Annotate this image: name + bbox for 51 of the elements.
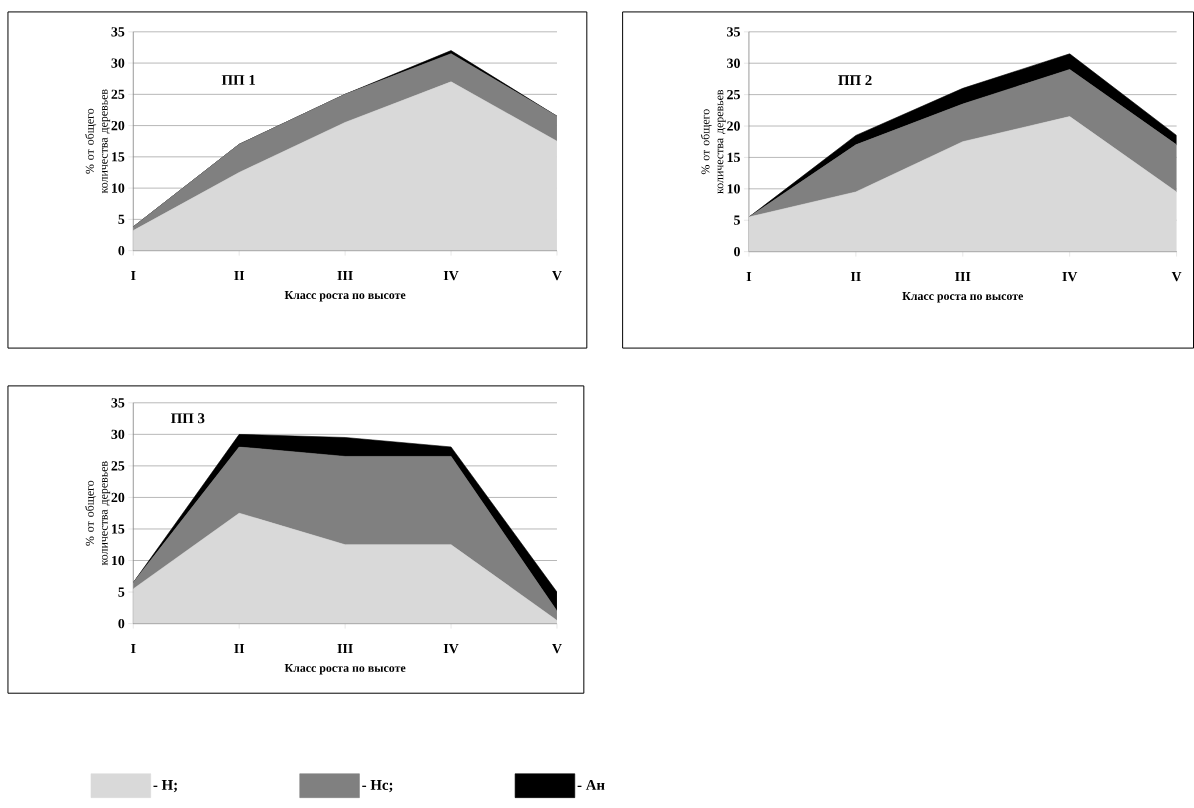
y-tick-label: 15 [112, 524, 125, 534]
annotation: ПП 2 [838, 75, 872, 86]
y-tick-label: 20 [727, 121, 740, 131]
y-tick-label: 25 [111, 89, 125, 100]
x-tick-label: V [1171, 272, 1182, 282]
y-axis-title: % от общего количества деревьев [85, 461, 111, 566]
annotation: ПП 1 [221, 75, 256, 86]
y-tick-label: 30 [111, 429, 125, 440]
x-tick-label: II [234, 271, 245, 281]
x-axis-title: Класс роста по высоте [902, 292, 1024, 303]
y-tick-label: 20 [111, 492, 125, 503]
x-tick-label: II [850, 272, 861, 282]
x-tick-label: V [552, 644, 562, 654]
x-tick-label: IV [443, 644, 459, 654]
x-tick-label: III [337, 271, 353, 281]
y-axis-title: % от общего количества деревьев [700, 90, 726, 194]
x-tick-label: IV [1062, 272, 1078, 282]
y-tick-label: 5 [118, 587, 125, 597]
legend-label: - Н; [153, 780, 177, 793]
y-tick-label: 35 [727, 27, 740, 37]
y-tick-label: 10 [112, 183, 125, 193]
y-tick-label: 35 [111, 27, 125, 37]
y-tick-label: 30 [727, 58, 740, 69]
y-tick-label: 0 [734, 247, 740, 257]
y-axis-title: % от общего количества деревьев [85, 89, 111, 194]
y-tick-label: 10 [727, 184, 740, 194]
y-tick-label: 25 [727, 90, 740, 100]
y-tick-label: 15 [112, 152, 125, 162]
y-tick-label: 25 [111, 461, 125, 471]
y-tick-label: 30 [111, 58, 125, 68]
legend-label: - Ан [577, 780, 605, 791]
x-tick-label: II [234, 644, 245, 654]
y-tick-label: 35 [111, 398, 125, 408]
x-axis-title: Класс роста по высоте [284, 291, 406, 302]
x-axis-title: Класс роста по высоте [284, 664, 406, 675]
y-tick-label: 5 [118, 214, 125, 225]
y-tick-label: 20 [111, 121, 125, 131]
y-tick-label: 0 [118, 619, 125, 629]
legend-label: - Нс; [362, 780, 393, 793]
x-tick-label: I [746, 272, 752, 282]
x-tick-label: III [955, 272, 971, 282]
x-tick-label: III [337, 644, 353, 654]
y-tick-label: 5 [734, 215, 740, 226]
y-tick-label: 10 [112, 556, 125, 566]
x-tick-label: I [131, 271, 136, 281]
x-tick-label: IV [443, 271, 459, 281]
y-tick-label: 0 [118, 246, 125, 256]
y-tick-label: 15 [727, 152, 740, 163]
x-tick-label: I [131, 644, 136, 654]
x-tick-label: V [552, 271, 562, 281]
annotation: ПП 3 [170, 413, 205, 424]
